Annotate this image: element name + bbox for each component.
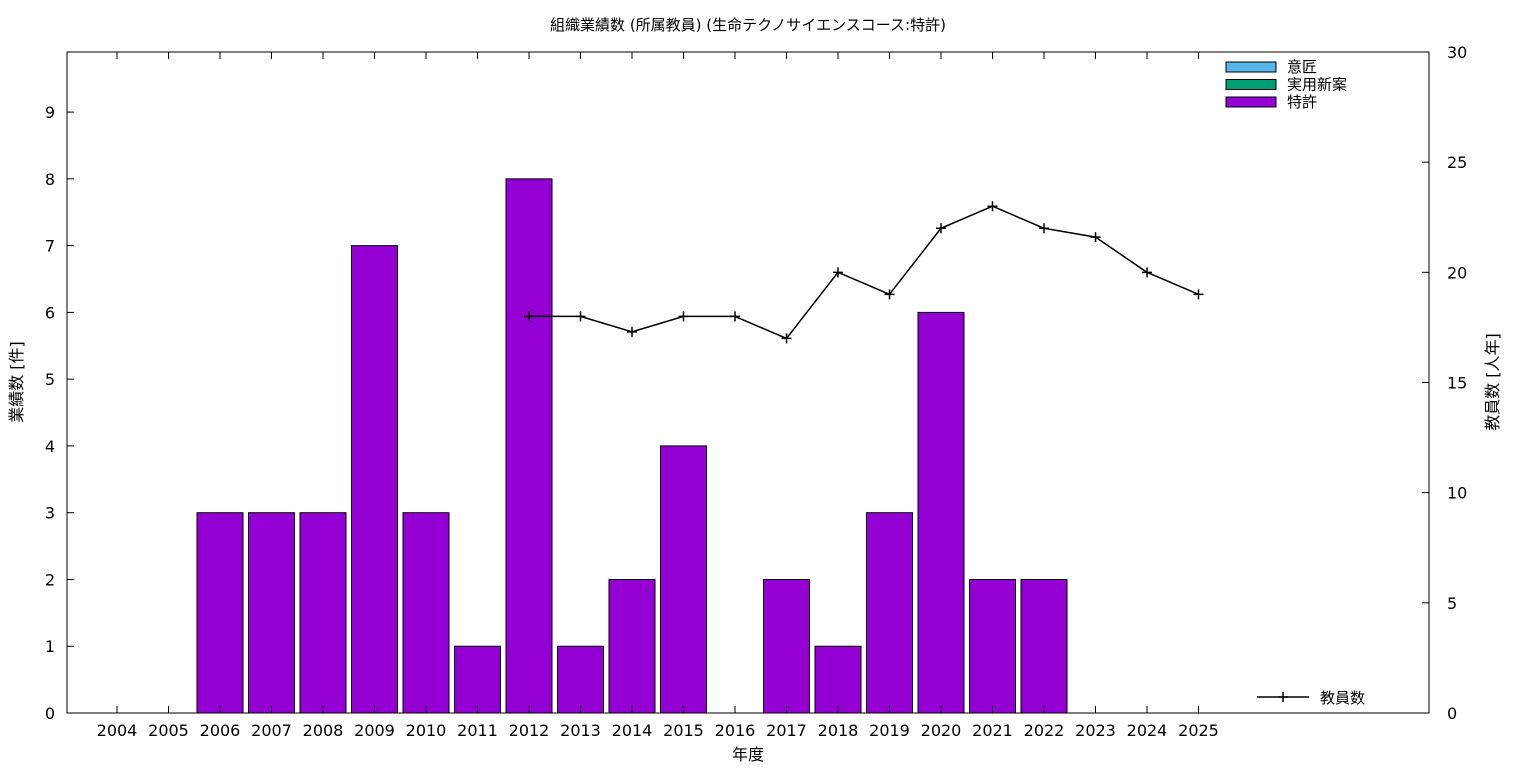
line-point bbox=[1090, 232, 1101, 243]
y2-tick-label: 20 bbox=[1447, 263, 1467, 282]
x-tick-label: 2017 bbox=[766, 721, 807, 740]
line-point bbox=[833, 267, 843, 278]
y2-axis-label: 教員数 [人年] bbox=[1483, 333, 1502, 431]
y-tick-label: 7 bbox=[45, 237, 55, 256]
legend-label: 実用新案 bbox=[1287, 76, 1347, 94]
line-point bbox=[730, 311, 740, 322]
legend-swatch bbox=[1225, 61, 1277, 73]
x-tick-label: 2024 bbox=[1127, 721, 1168, 740]
x-tick-label: 2012 bbox=[509, 721, 550, 740]
bar-layer bbox=[196, 178, 1068, 714]
legend-swatch bbox=[1225, 79, 1277, 90]
x-tick-label: 2004 bbox=[97, 721, 138, 740]
bar bbox=[763, 578, 810, 714]
x-tick-label: 2018 bbox=[818, 721, 859, 740]
line-point bbox=[936, 223, 946, 234]
bar bbox=[866, 512, 913, 714]
bar bbox=[814, 645, 862, 714]
chart-title: 組織業績数 (所属教員) (生命テクノサイエンスコース:特許) bbox=[550, 16, 946, 34]
bar bbox=[196, 512, 244, 714]
y2-tick-label: 30 bbox=[1447, 43, 1467, 62]
bar bbox=[557, 645, 604, 714]
bar bbox=[917, 311, 965, 714]
x-tick-label: 2014 bbox=[612, 721, 653, 740]
bar bbox=[608, 578, 656, 714]
series-line bbox=[529, 205, 1199, 340]
x-tick-label: 2015 bbox=[663, 721, 704, 740]
y-tick-label: 2 bbox=[45, 570, 55, 589]
line-point bbox=[1193, 289, 1204, 300]
legend-label: 教員数 bbox=[1320, 689, 1365, 707]
x-tick-label: 2011 bbox=[457, 721, 498, 740]
legend-label: 特許 bbox=[1287, 93, 1317, 111]
y-axis-label: 業績数 [件] bbox=[7, 341, 26, 423]
x-tick-label: 2013 bbox=[560, 721, 601, 740]
bar bbox=[402, 512, 450, 714]
right-axis-ticks: 0 5 10 15 20 25 30 bbox=[1422, 43, 1467, 723]
y2-tick-label: 0 bbox=[1447, 704, 1457, 723]
x-tick-label: 2025 bbox=[1178, 721, 1219, 740]
line-point bbox=[678, 311, 689, 322]
legend-swatch bbox=[1225, 96, 1277, 108]
x-axis-label: 年度 bbox=[732, 745, 764, 764]
line-point bbox=[781, 333, 792, 344]
y2-tick-label: 10 bbox=[1447, 484, 1467, 503]
bar bbox=[351, 245, 398, 714]
y-tick-label: 3 bbox=[45, 504, 55, 523]
legend-line-marker bbox=[1278, 692, 1288, 702]
y2-tick-label: 5 bbox=[1447, 594, 1457, 613]
line-point bbox=[884, 289, 895, 300]
bar bbox=[660, 445, 707, 714]
y2-tick-label: 25 bbox=[1447, 153, 1467, 172]
line-point bbox=[1142, 267, 1152, 278]
bar bbox=[248, 512, 295, 714]
y-tick-label: 6 bbox=[45, 303, 55, 322]
x-tick-label: 2009 bbox=[354, 721, 395, 740]
y-tick-label: 1 bbox=[45, 637, 55, 656]
line-point bbox=[524, 311, 534, 322]
x-tick-label: 2019 bbox=[869, 721, 910, 740]
line-point bbox=[575, 311, 586, 322]
bar bbox=[505, 178, 553, 714]
y-tick-label: 0 bbox=[45, 704, 55, 723]
line-point bbox=[1039, 223, 1049, 234]
x-tick-label: 2005 bbox=[148, 721, 189, 740]
x-tick-label: 2006 bbox=[200, 721, 241, 740]
bar bbox=[1020, 578, 1068, 714]
legend-label: 意匠 bbox=[1287, 58, 1317, 76]
x-tick-label: 2007 bbox=[251, 721, 292, 740]
line-layer bbox=[524, 201, 1204, 344]
x-tick-label: 2016 bbox=[715, 721, 756, 740]
y-tick-label: 9 bbox=[45, 103, 55, 122]
y-tick-label: 5 bbox=[45, 370, 55, 389]
line-point bbox=[627, 326, 637, 337]
x-tick-label: 2022 bbox=[1024, 721, 1065, 740]
y2-tick-label: 15 bbox=[1447, 374, 1467, 393]
bar bbox=[299, 512, 347, 714]
x-tick-label: 2021 bbox=[972, 721, 1013, 740]
bar bbox=[969, 578, 1016, 714]
line-legend: 教員数 bbox=[1257, 689, 1365, 707]
y-tick-label: 4 bbox=[45, 437, 55, 456]
x-tick-label: 2023 bbox=[1075, 721, 1116, 740]
x-tick-label: 2020 bbox=[921, 721, 962, 740]
y-tick-label: 8 bbox=[45, 170, 55, 189]
line-point bbox=[987, 201, 998, 212]
bar bbox=[454, 645, 501, 714]
x-axis-ticks: 2004 2005 2006 2007 2008 2009 2010 2011 2012 2013… bbox=[97, 52, 1219, 740]
x-tick-label: 2010 bbox=[406, 721, 447, 740]
left-axis-ticks: 0 1 2 3 4 5 6 7 8 9 bbox=[45, 103, 74, 723]
x-tick-label: 2008 bbox=[303, 721, 344, 740]
